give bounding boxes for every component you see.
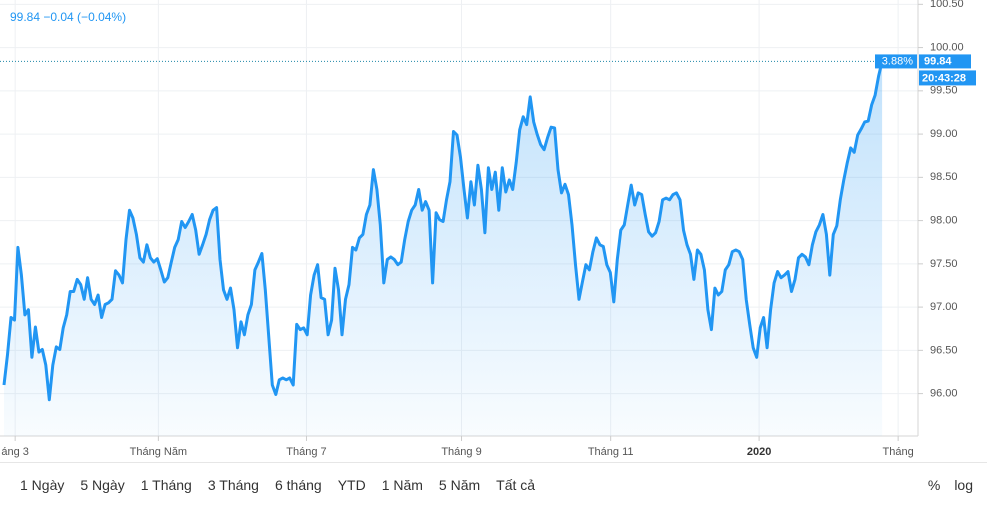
y-tick-label: 99.00 — [930, 128, 958, 140]
area-fill — [4, 61, 883, 437]
price-label: 99.84 — [924, 55, 952, 67]
x-tick-label: Tháng 11 — [588, 446, 634, 458]
price-line — [2, 61, 884, 402]
y-tick-label: 98.00 — [930, 215, 958, 227]
y-tick-label: 98.50 — [930, 171, 958, 183]
time-label: 20:43:28 — [922, 72, 966, 84]
x-tick-label: 2020 — [747, 446, 771, 458]
range-button[interactable]: 1 Năm — [381, 476, 423, 493]
y-tick-label: 99.50 — [930, 85, 958, 97]
change-label: 3.88% — [882, 55, 913, 67]
scale-button[interactable]: % — [927, 476, 941, 493]
range-button[interactable]: 5 Năm — [438, 476, 481, 493]
toolbar: 1 Ngày 5 Ngày 1 Tháng 3 Tháng 6 tháng YTD 1 Nă… — [0, 462, 987, 506]
y-tick-label: 100.00 — [930, 41, 964, 53]
y-tick-label: 97.50 — [930, 258, 958, 270]
range-button[interactable]: Tất cả — [496, 476, 536, 493]
range-button[interactable]: 5 Ngày — [80, 476, 125, 493]
x-tick-label: Tháng 9 — [441, 446, 481, 458]
scale-button[interactable]: log — [954, 476, 973, 493]
x-tick-label: Tháng 7 — [286, 446, 326, 458]
y-tick-label: 96.00 — [930, 388, 958, 400]
x-tick-label: Tháng Năm — [130, 446, 187, 458]
range-button[interactable]: YTD — [337, 476, 366, 493]
range-button[interactable]: 1 Tháng — [140, 476, 192, 493]
y-tick-label: 97.00 — [930, 301, 958, 313]
range-button[interactable]: 6 tháng — [274, 476, 322, 493]
legend-text: 99.84 −0.04 (−0.04%) — [10, 10, 126, 24]
chart: 99.84 −0.04 (−0.04%) 96.00 96.50 97.00 97.5… — [0, 0, 976, 458]
range-button[interactable]: 1 Ngày — [20, 476, 65, 493]
price-badge — [919, 54, 971, 69]
x-tick-label: áng 3 — [1, 446, 29, 458]
range-button[interactable]: 3 Tháng — [207, 476, 259, 493]
x-tick-label: Tháng — [883, 446, 914, 458]
y-tick-label: 96.50 — [930, 344, 958, 356]
y-tick-label: 100.50 — [930, 0, 964, 10]
time-badge — [919, 70, 976, 86]
change-badge — [875, 54, 917, 69]
